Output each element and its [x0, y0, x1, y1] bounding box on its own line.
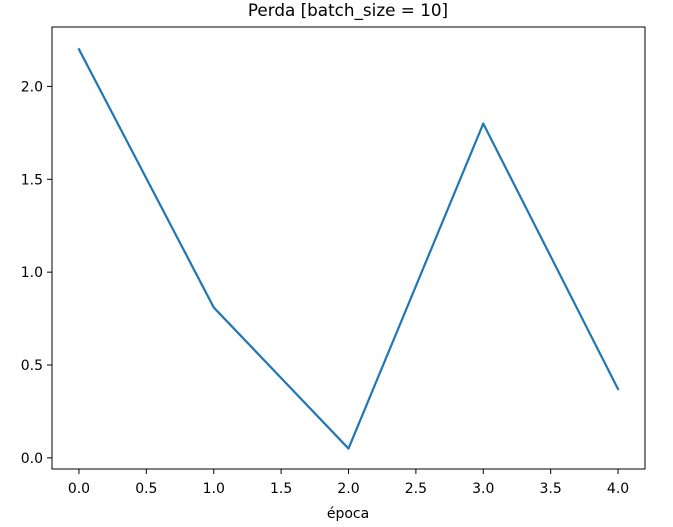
- y-tick-label: 1.0: [21, 265, 43, 281]
- chart-title: Perda [batch_size = 10]: [248, 0, 448, 21]
- x-axis: 0.0 0.5 1.0 1.5 2.0 2.5 3.0 3.5 4.0: [68, 469, 629, 497]
- y-tick-label: 0.5: [21, 358, 43, 374]
- series-line-0: [77, 47, 620, 450]
- x-tick-label: 3.5: [540, 481, 562, 497]
- series-layer: [77, 47, 620, 450]
- y-tick-label: 1.5: [21, 172, 43, 188]
- x-tick-label: 0.5: [135, 481, 157, 497]
- x-tick-label: 1.0: [203, 481, 225, 497]
- x-tick-label: 3.0: [472, 481, 494, 497]
- x-tick-label: 1.5: [270, 481, 292, 497]
- x-tick-label: 4.0: [607, 481, 629, 497]
- x-axis-label: época: [327, 506, 369, 522]
- x-tick-label: 0.0: [68, 481, 90, 497]
- y-tick-label: 2.0: [21, 79, 43, 95]
- x-tick-label: 2.0: [337, 481, 359, 497]
- x-tick-label: 2.5: [405, 481, 427, 497]
- y-axis: 0.0 0.5 1.0 1.5 2.0: [21, 79, 52, 467]
- y-tick-label: 0.0: [21, 451, 43, 467]
